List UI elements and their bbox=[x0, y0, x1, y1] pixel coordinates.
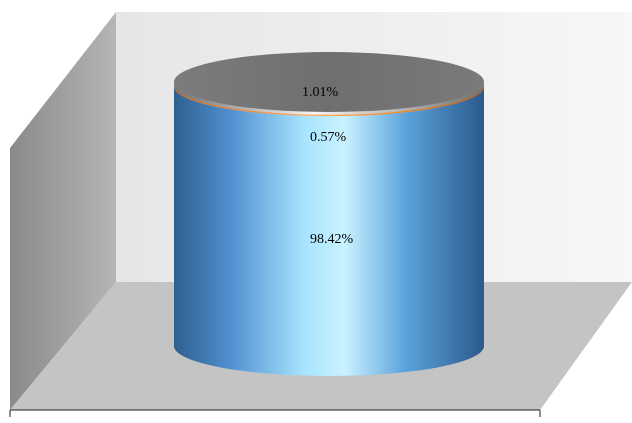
segment-blue bbox=[174, 86, 484, 376]
side-wall bbox=[10, 12, 116, 410]
label-blue: 98.42% bbox=[310, 232, 354, 247]
cylinder-stack: 98.42% 0.57% 1.01% bbox=[174, 52, 484, 376]
label-orange: 0.57% bbox=[310, 130, 347, 145]
label-gray: 1.01% bbox=[302, 85, 339, 100]
cylinder-top-cap bbox=[174, 52, 484, 112]
